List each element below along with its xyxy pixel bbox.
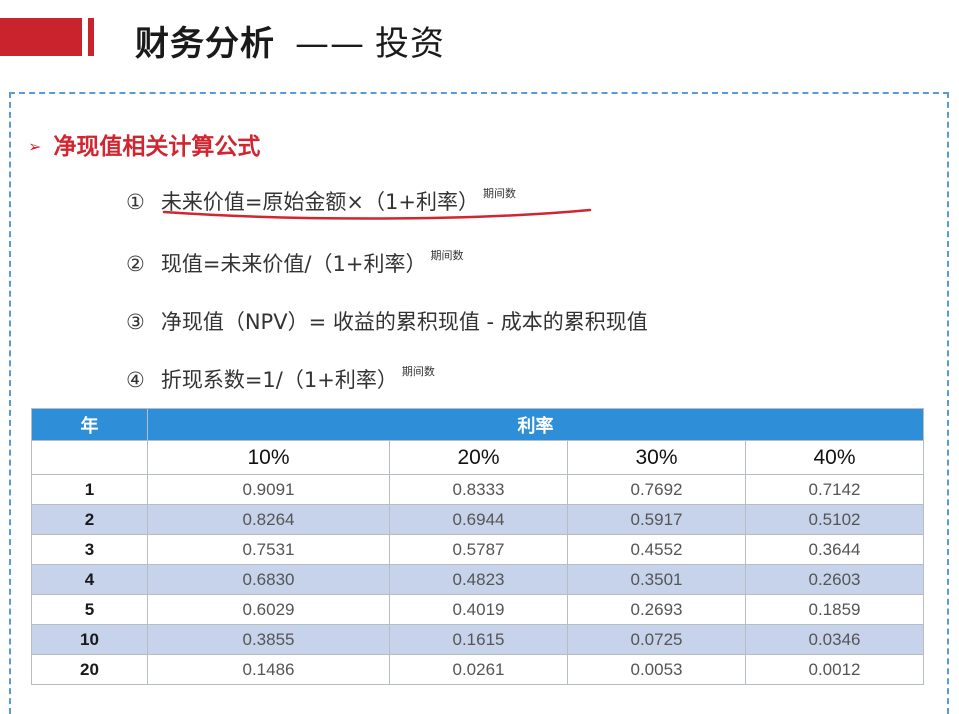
section-heading-text: 净现值相关计算公式 — [53, 134, 261, 160]
discount-factor-table: 年 利率 10% 20% 30% 40% 1 0.9091 0.8333 0.7… — [31, 408, 924, 685]
value-cell: 0.3855 — [147, 624, 390, 655]
formula-superscript: 期间数 — [482, 187, 516, 200]
value-cell: 0.0346 — [745, 624, 924, 655]
value-cell: 0.7142 — [745, 474, 924, 505]
value-cell: 0.6830 — [147, 564, 390, 595]
year-cell: 1 — [31, 474, 148, 505]
table-row: 20 0.1486 0.0261 0.0053 0.0012 — [31, 654, 924, 685]
value-cell: 0.6029 — [147, 594, 390, 625]
value-cell: 0.7531 — [147, 534, 390, 565]
value-cell: 0.2603 — [745, 564, 924, 595]
rate-columns-row: 10% 20% 30% 40% — [31, 440, 924, 475]
title-dash: —— — [295, 24, 365, 64]
title-main: 财务分析 — [135, 24, 275, 64]
value-cell: 0.8264 — [147, 504, 390, 535]
value-cell: 0.1615 — [389, 624, 568, 655]
formula-number: ④ — [126, 368, 145, 392]
slide-header: 财务分析 —— 投资 — [0, 0, 959, 78]
value-cell: 0.0012 — [745, 654, 924, 685]
value-cell: 0.5917 — [567, 504, 746, 535]
value-cell: 0.4019 — [389, 594, 568, 625]
formula-number: ① — [126, 190, 145, 214]
slide-title: 财务分析 —— 投资 — [135, 16, 445, 65]
value-cell: 0.0261 — [389, 654, 568, 685]
rate-column-header: 10% — [147, 440, 390, 475]
formula-text: 净现值（NPV）= 收益的累积现值 - 成本的累积现值 — [160, 310, 648, 334]
rate-header: 利率 — [147, 408, 924, 441]
title-accent-stripe — [88, 18, 94, 56]
rate-column-header: 20% — [389, 440, 568, 475]
value-cell: 0.0053 — [567, 654, 746, 685]
table-header-row: 年 利率 — [31, 408, 924, 441]
year-cell: 3 — [31, 534, 148, 565]
year-cell: 4 — [31, 564, 148, 595]
title-accent-bar — [0, 18, 82, 56]
formula-3: ③ 净现值（NPV）= 收益的累积现值 - 成本的累积现值 — [126, 306, 648, 336]
value-cell: 0.7692 — [567, 474, 746, 505]
value-cell: 0.3501 — [567, 564, 746, 595]
year-cell: 10 — [31, 624, 148, 655]
table-row: 4 0.6830 0.4823 0.3501 0.2603 — [31, 564, 924, 595]
value-cell: 0.4823 — [389, 564, 568, 595]
value-cell: 0.8333 — [389, 474, 568, 505]
year-cell: 5 — [31, 594, 148, 625]
year-cell: 2 — [31, 504, 148, 535]
value-cell: 0.2693 — [567, 594, 746, 625]
value-cell: 0.1486 — [147, 654, 390, 685]
value-cell: 0.9091 — [147, 474, 390, 505]
value-cell: 0.3644 — [745, 534, 924, 565]
formula-number: ③ — [126, 310, 145, 334]
value-cell: 0.0725 — [567, 624, 746, 655]
handwritten-underline — [162, 208, 592, 220]
value-cell: 0.6944 — [389, 504, 568, 535]
formula-1: ① 未来价值=原始金额×（1+利率） 期间数 — [126, 186, 516, 216]
section-heading: ➢ 净现值相关计算公式 — [28, 127, 260, 161]
table-row: 1 0.9091 0.8333 0.7692 0.7142 — [31, 474, 924, 505]
table-row: 5 0.6029 0.4019 0.2693 0.1859 — [31, 594, 924, 625]
title-subtitle: 投资 — [375, 24, 445, 64]
formula-4: ④ 折现系数=1/（1+利率） 期间数 — [126, 364, 435, 394]
value-cell: 0.4552 — [567, 534, 746, 565]
formula-text: 折现系数=1/（1+利率） — [160, 368, 398, 392]
table-row: 3 0.7531 0.5787 0.4552 0.3644 — [31, 534, 924, 565]
rate-column-header: 30% — [567, 440, 746, 475]
formula-text: 现值=未来价值/（1+利率） — [160, 252, 427, 276]
formula-text: 未来价值=原始金额×（1+利率） — [160, 190, 479, 214]
table-row: 10 0.3855 0.1615 0.0725 0.0346 — [31, 624, 924, 655]
empty-header-cell — [31, 440, 148, 475]
rate-column-header: 40% — [745, 440, 924, 475]
table-row: 2 0.8264 0.6944 0.5917 0.5102 — [31, 504, 924, 535]
year-cell: 20 — [31, 654, 148, 685]
year-header: 年 — [31, 408, 148, 441]
arrow-bullet-icon: ➢ — [28, 137, 42, 156]
formula-2: ② 现值=未来价值/（1+利率） 期间数 — [126, 248, 463, 278]
content-frame — [9, 92, 949, 714]
value-cell: 0.1859 — [745, 594, 924, 625]
value-cell: 0.5787 — [389, 534, 568, 565]
formula-number: ② — [126, 252, 145, 276]
value-cell: 0.5102 — [745, 504, 924, 535]
formula-superscript: 期间数 — [401, 365, 435, 378]
formula-superscript: 期间数 — [430, 249, 464, 262]
